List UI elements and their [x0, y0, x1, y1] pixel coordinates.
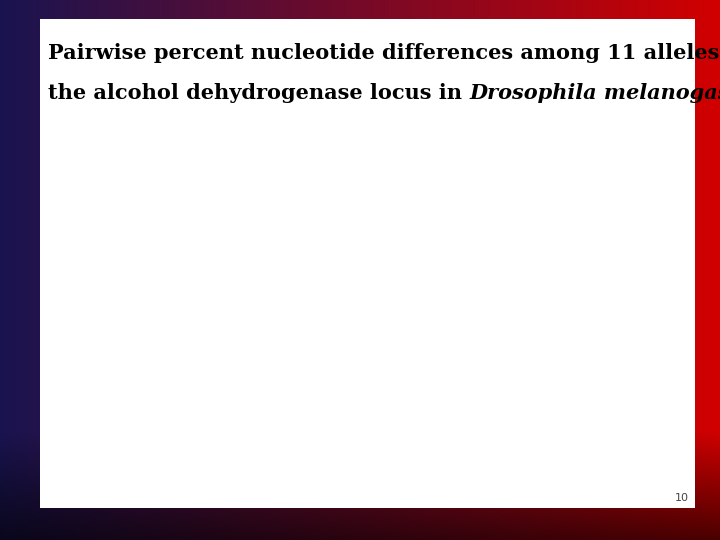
Text: 10: 10 — [675, 493, 689, 503]
Text: the alcohol dehydrogenase locus in: the alcohol dehydrogenase locus in — [48, 83, 469, 103]
Text: Drosophila melanogaster: Drosophila melanogaster — [469, 83, 720, 103]
Text: Pairwise percent nucleotide differences among 11 alleles of: Pairwise percent nucleotide differences … — [48, 43, 720, 63]
